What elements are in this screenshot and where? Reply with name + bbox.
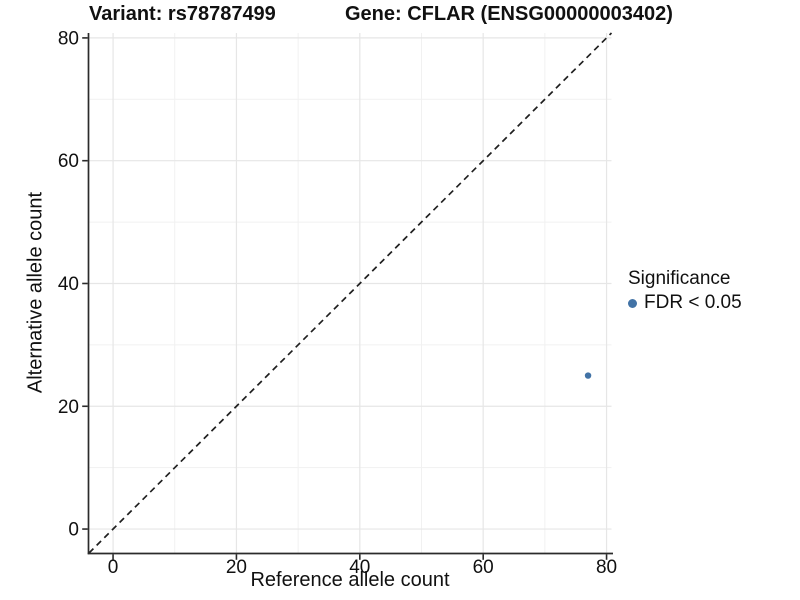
plot-title-variant: Variant: rs78787499 (89, 3, 276, 25)
legend: Significance FDR < 0.05 (628, 267, 742, 315)
legend-title: Significance (628, 268, 731, 289)
legend-point-icon (628, 298, 637, 308)
data-point (584, 372, 592, 379)
legend-entry: FDR < 0.05 (628, 291, 742, 315)
plot-title-gene: Gene: CFLAR (ENSG00000003402) (345, 3, 673, 25)
x-tick-label: 40 (349, 557, 370, 578)
x-tick-label: 20 (226, 557, 247, 578)
y-tick-label: 20 (58, 397, 79, 418)
y-axis-title: Alternative allele count (24, 191, 47, 394)
y-tick-label: 60 (58, 151, 79, 172)
y-tick-label: 0 (68, 520, 79, 541)
identity-line (88, 32, 613, 554)
x-tick-label: 80 (596, 557, 617, 578)
x-axis-title: Reference allele count (250, 569, 450, 591)
y-tick-label: 40 (58, 274, 79, 295)
y-tick-label: 80 (58, 28, 79, 49)
legend-entry-label: FDR < 0.05 (644, 292, 742, 313)
x-tick-label: 60 (473, 557, 494, 578)
x-tick-label: 0 (108, 557, 119, 578)
